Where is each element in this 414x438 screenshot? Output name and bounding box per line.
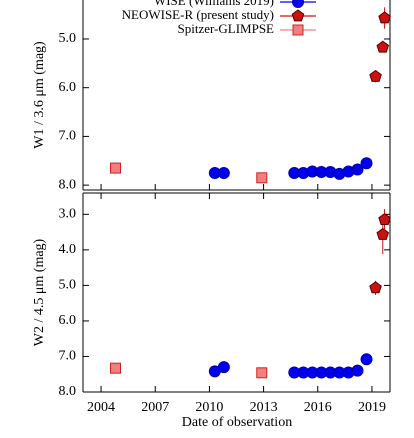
data-point [378,11,391,24]
data-point [256,172,268,184]
y-tick-label: 3.0 [59,207,77,222]
data-point [351,163,364,176]
data-point [351,364,364,377]
y-tick-label: 8.0 [59,177,77,192]
data-point [376,227,390,240]
y-tick-label: 8.0 [59,384,77,399]
legend-marker [291,9,305,22]
legend-marker [292,0,304,8]
data-point [378,213,391,226]
data-point [369,281,382,294]
y-tick-label: 4.0 [59,242,77,257]
legend-marker [292,24,304,36]
data-point [217,361,230,374]
data-point [360,353,373,366]
y-tick-label: 5.0 [59,31,77,46]
x-tick-label: 2007 [141,400,169,415]
x-tick-label: 2016 [304,400,332,415]
y-tick-label: 7.0 [59,129,77,144]
y-axis-label: W1 / 3.6 μm (mag) [32,41,47,149]
legend-label: NEOWISE-R (present study) [122,7,274,22]
x-tick-label: 2019 [358,400,386,415]
y-tick-label: 5.0 [59,278,77,293]
data-point [256,367,268,379]
y-tick-label: 7.0 [59,349,77,364]
data-point [360,157,373,170]
x-axis-label: Date of observation [182,415,292,430]
x-tick-label: 2004 [87,400,115,415]
legend-label: Spitzer-GLIMPSE [177,21,274,36]
legend-label: WISE (Williams 2019) [154,0,274,8]
y-tick-label: 6.0 [59,80,77,95]
y-tick-label: 6.0 [59,313,77,328]
data-point [369,69,382,82]
data-point [110,362,122,374]
data-point [217,166,230,179]
data-point [376,40,390,53]
y-axis-label: W2 / 4.5 μm (mag) [32,238,47,346]
data-point [110,162,122,174]
x-tick-label: 2013 [250,400,278,415]
x-tick-label: 2010 [195,400,223,415]
